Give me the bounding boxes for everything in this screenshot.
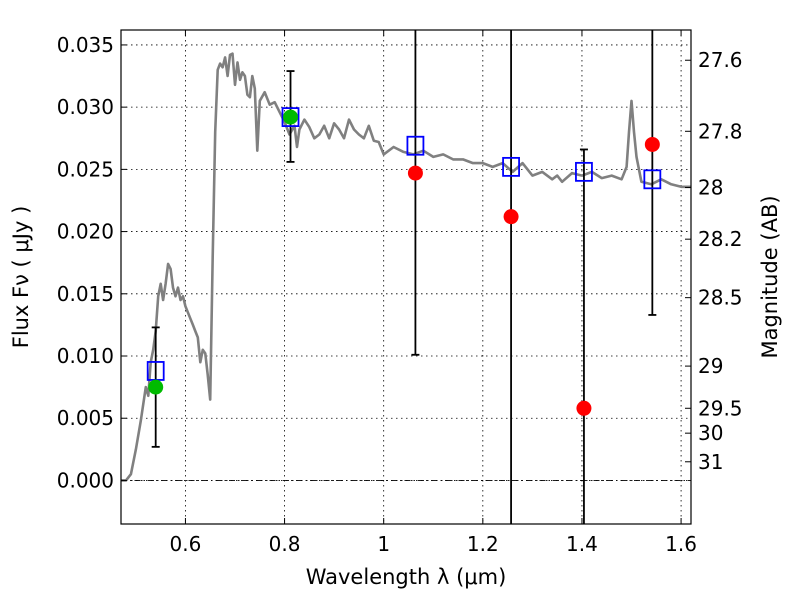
x-tick-label: 1.4 [566,532,598,556]
y-tick-label: 0.000 [57,468,114,492]
right-tick-label: 30 [698,421,723,445]
y-axis-title: Flux Fν ( μJy ) [9,206,33,349]
non-detection-point [644,136,660,152]
plot-area [121,30,691,524]
y-tick-label: 0.035 [57,33,114,57]
ticks: 0.6 0.8 1 1.2 1.4 1.6 0.000 0.005 0.010 0.015 0.02… [57,30,743,556]
model-square [406,135,425,156]
non-detection-point [407,165,423,181]
non-detection-point [576,400,592,416]
model-square [281,107,300,128]
plot-content [121,30,691,524]
model-square [502,156,520,177]
right-tick-label: 28 [698,176,723,200]
detection-point [283,109,299,125]
model-square [575,161,593,182]
x-tick-label: 1.2 [467,532,499,556]
non-detection-point [503,209,519,225]
plot-frame [120,29,692,525]
detection-point [148,379,164,395]
grid [121,30,691,524]
x-tick-label: 0.6 [170,532,202,556]
right-tick-label: 28.2 [698,227,743,251]
x-axis-title: Wavelength λ (μm) [306,565,507,589]
y-tick-label: 0.030 [57,95,114,119]
spectrum-line [121,52,691,482]
y-tick-label: 0.010 [57,344,114,368]
right-tick-label: 28.5 [698,286,743,310]
y-tick-label: 0.025 [57,157,114,181]
right-tick-label: 29.5 [698,396,743,420]
right-tick-label: 27.6 [698,48,743,72]
y-tick-label: 0.020 [57,220,114,244]
x-tick-label: 1.6 [665,532,697,556]
y-tick-label: 0.015 [57,282,114,306]
right-tick-label: 31 [698,450,723,474]
x-tick-label: 0.8 [269,532,301,556]
y-tick-label: 0.005 [57,406,114,430]
right-tick-label: 29 [698,354,723,378]
model-square [643,169,662,190]
right-axis-title: Magnitude (AB) [758,195,782,358]
right-tick-label: 27.8 [698,119,743,143]
x-tick-label: 1 [377,532,390,556]
